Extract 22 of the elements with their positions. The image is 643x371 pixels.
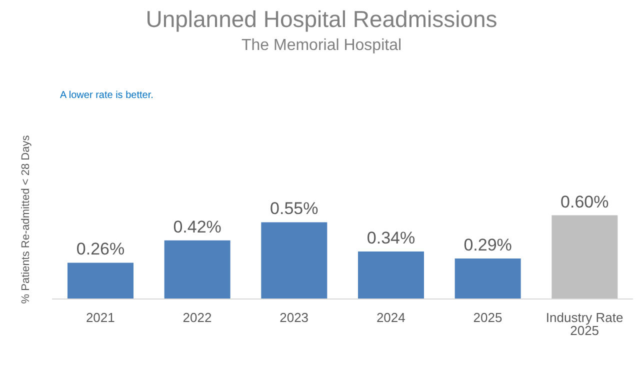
data-label: 0.26%	[76, 240, 125, 259]
bar	[552, 215, 618, 299]
data-label: 0.34%	[366, 228, 416, 248]
x-tick-label: Industry Rate 2025	[546, 310, 624, 338]
data-label: 0.60%	[560, 192, 609, 212]
bar	[67, 262, 134, 299]
bar	[261, 222, 328, 299]
text: A lower rate is better.	[60, 90, 154, 101]
x-tick-label: 2024	[376, 310, 406, 326]
chart-title: Unplanned Hospital Readmissions	[144, 6, 498, 33]
x-tick-label: 2022	[182, 310, 212, 326]
x-tick-label: 2025	[473, 310, 502, 326]
bar	[164, 240, 230, 299]
x-tick-label: 2023	[280, 310, 309, 326]
data-label: 0.29%	[464, 236, 512, 255]
x-tick-label: 2021	[86, 310, 115, 326]
bar	[454, 258, 521, 299]
bar	[358, 252, 424, 299]
data-label: 0.55%	[270, 199, 318, 218]
y-axis-title: % Patients Re-admitted < 28 Days	[20, 134, 32, 304]
chart-subtitle: The Memorial Hospital	[240, 37, 403, 55]
data-label: 0.42%	[173, 217, 222, 236]
